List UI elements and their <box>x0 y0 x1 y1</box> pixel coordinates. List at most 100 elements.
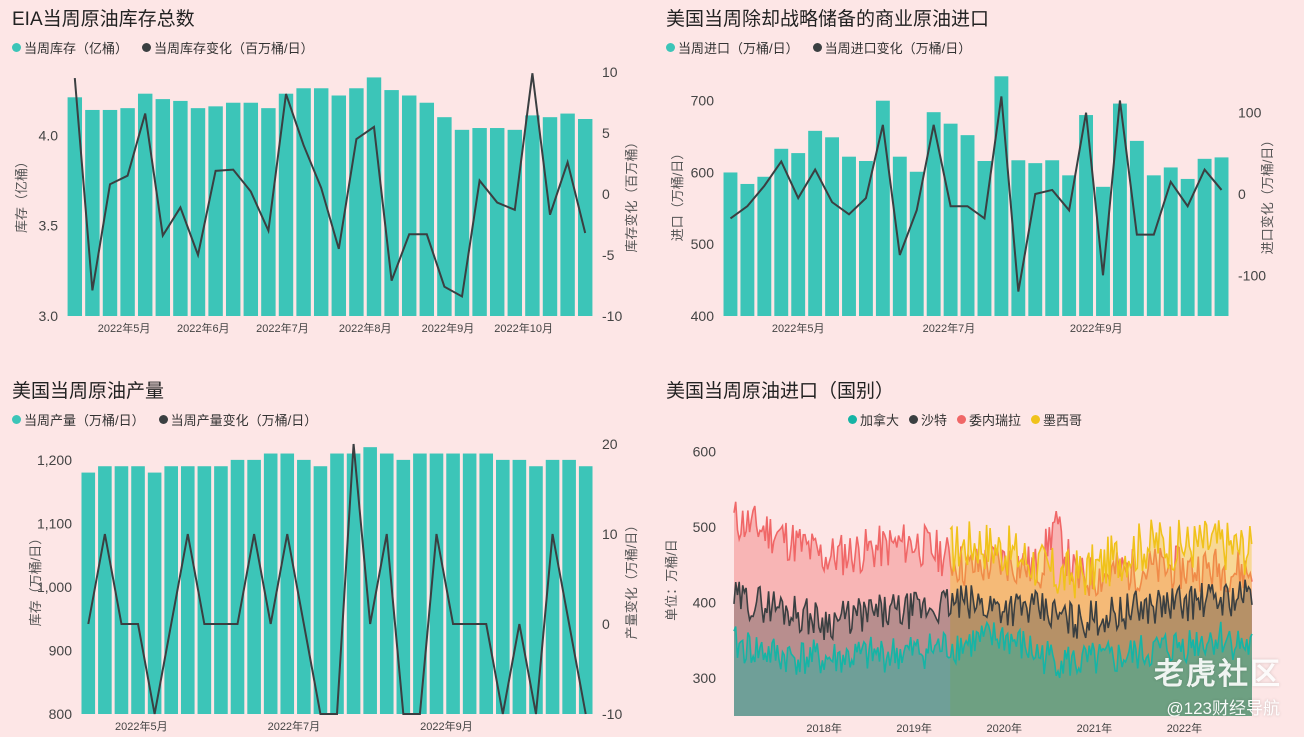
y2-axis-label: 库存变化（百万桶） <box>624 135 639 252</box>
y2-tick-label: 5 <box>602 125 610 141</box>
y-axis-label: 库存（万桶/日） <box>28 532 43 627</box>
x-tick-label: 2020年 <box>987 721 1022 735</box>
y-tick-label: 400 <box>693 595 717 611</box>
y-tick-label: 400 <box>691 308 715 324</box>
bar <box>280 453 295 714</box>
bar <box>825 137 840 316</box>
chart-imports-by-country: 300 400 500 600 2018年 2019年 2020年 2021年 2022年 单位：… <box>664 444 1253 735</box>
bar <box>545 459 560 714</box>
bar <box>446 453 460 714</box>
bar <box>331 95 347 316</box>
bar <box>81 472 96 714</box>
chart-title: 美国当周除却战略储备的商业原油进口 <box>666 9 990 30</box>
x-tick-label: 2022年8月 <box>339 321 392 335</box>
area-mexico <box>950 519 1252 716</box>
legend-item-line[interactable]: 当周产量变化（万桶/日） <box>158 410 317 429</box>
chart-commercial-imports: 400 500 600 700 -100 0 100 2022年5月 2022年7月 2022年9… <box>670 76 1275 335</box>
y-tick-label: 3.0 <box>39 308 59 324</box>
bar <box>723 172 738 316</box>
bar <box>562 459 576 714</box>
bar <box>1079 115 1094 316</box>
bar <box>147 472 162 714</box>
legend-item-line[interactable]: 当周库存变化（百万桶/日） <box>142 38 314 57</box>
legend-item-bars[interactable]: 当周库存（亿桶） <box>12 38 128 57</box>
x-tick-label: 2022年5月 <box>772 321 825 335</box>
bar <box>155 99 171 316</box>
bar <box>740 183 755 316</box>
bar <box>1062 175 1077 316</box>
y-axis-label: 单位：万桶/日 <box>664 539 679 621</box>
bar <box>1028 163 1043 316</box>
y-tick-label: 1,200 <box>37 452 72 468</box>
bar <box>926 112 941 316</box>
bar <box>419 102 435 317</box>
y-tick-label: 500 <box>691 236 715 252</box>
bar <box>529 466 543 714</box>
x-tick-label: 2022年7月 <box>256 321 309 335</box>
x-tick-label: 2022年9月 <box>420 719 473 733</box>
bar <box>943 123 958 316</box>
legend-item-bars[interactable]: 当周进口（万桶/日） <box>666 38 799 57</box>
bar <box>131 466 145 714</box>
bar <box>542 117 558 317</box>
y-tick-label: 4.0 <box>39 127 59 143</box>
bar <box>909 171 924 316</box>
y2-tick-label: -5 <box>602 247 615 263</box>
bar <box>366 77 382 316</box>
line-venezuela <box>733 501 1253 598</box>
bar <box>190 108 206 316</box>
bar <box>313 466 328 714</box>
bar <box>496 459 510 714</box>
legend-item-mexico[interactable]: 墨西哥 <box>1031 410 1082 429</box>
bar <box>208 106 223 316</box>
x-tick-label: 2022年7月 <box>268 719 321 733</box>
panel-imports-by-country: 美国当周原油进口（国别） 加拿大 沙特 委内瑞拉 墨西哥 300 400 500 60… <box>654 372 1304 737</box>
bar <box>512 459 527 714</box>
bar <box>507 129 523 316</box>
chart-title: EIA当周原油库存总数 <box>12 9 195 30</box>
line-saudi <box>733 579 1253 642</box>
y2-tick-label: -100 <box>1238 267 1266 283</box>
y-tick-label: 900 <box>49 642 73 658</box>
series-line <box>729 96 1223 292</box>
bar <box>479 453 494 714</box>
x-tick-label: 2022年7月 <box>923 321 976 335</box>
x-tick-label: 2022年9月 <box>422 321 475 335</box>
bar <box>180 466 195 714</box>
legend-item-saudi[interactable]: 沙特 <box>909 410 947 429</box>
x-tick-label: 2022年5月 <box>98 321 151 335</box>
bar <box>1197 158 1212 316</box>
legend-item-venezuela[interactable]: 委内瑞拉 <box>957 410 1021 429</box>
legend-item-bars[interactable]: 当周产量（万桶/日） <box>12 410 145 429</box>
bar <box>489 128 505 316</box>
legend-item-line[interactable]: 当周进口变化（万桶/日） <box>812 38 971 57</box>
bar <box>858 160 873 316</box>
bar <box>349 88 364 317</box>
bar <box>560 113 575 316</box>
legend-item-canada[interactable]: 加拿大 <box>848 410 899 429</box>
y2-tick-label: -10 <box>602 308 622 324</box>
bar <box>1112 103 1127 316</box>
x-tick-label: 2022年6月 <box>177 321 230 335</box>
bar <box>278 93 294 316</box>
bar <box>243 102 259 317</box>
panel-eia-inventory: EIA当周原油库存总数 当周库存（亿桶） 当周库存变化（百万桶/日） 3.0 3.… <box>0 0 652 368</box>
bar <box>137 93 153 316</box>
bar <box>774 148 789 316</box>
y2-tick-label: 20 <box>602 436 618 452</box>
y2-axis-label: 产量变化（万桶/日） <box>624 519 639 640</box>
bar <box>472 128 487 316</box>
bar <box>454 129 470 316</box>
bar <box>1146 175 1161 316</box>
bar <box>1163 167 1178 316</box>
bar <box>577 118 593 317</box>
legend: 当周进口（万桶/日） 当周进口变化（万桶/日） <box>666 38 971 57</box>
x-tick-label: 2021年 <box>1077 721 1112 735</box>
y2-tick-label: 100 <box>1238 105 1262 121</box>
bar <box>263 453 278 714</box>
bar <box>525 115 540 316</box>
bar <box>994 76 1009 317</box>
line-mexico <box>949 519 1253 599</box>
x-tick-label: 2018年 <box>806 721 841 735</box>
bar <box>1045 160 1060 316</box>
